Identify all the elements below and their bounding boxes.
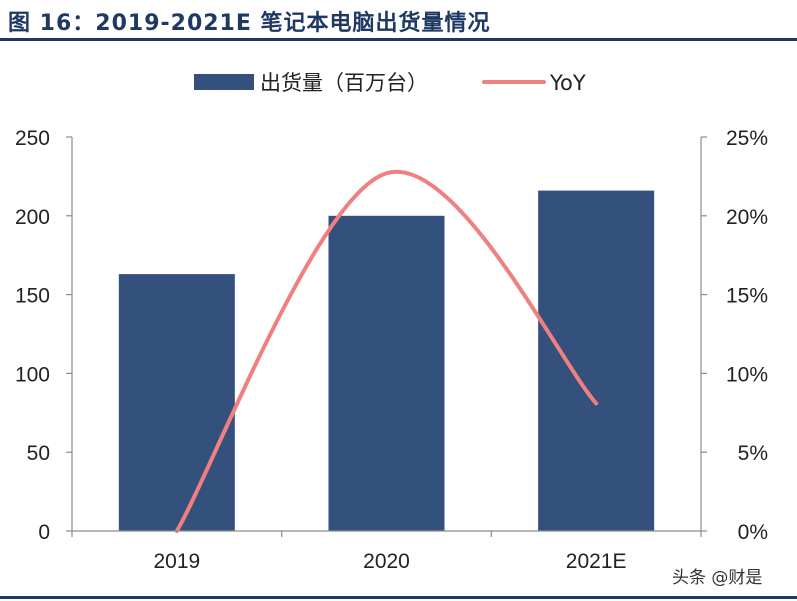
bar-2021E (538, 190, 655, 532)
x-tick-label-2019: 2019 (153, 550, 200, 573)
right-tick-label: 0% (738, 521, 768, 544)
left-tick-label: 200 (15, 206, 50, 229)
legend-line-label: YoY (549, 71, 586, 95)
right-tick-label: 5% (738, 442, 768, 465)
left-tick-label: 0 (38, 521, 50, 544)
right-tick-label: 20% (726, 206, 768, 229)
yoy-line (174, 169, 599, 533)
watermark: 头条 @财是 (672, 568, 763, 588)
x-tick-label-2020: 2020 (363, 550, 410, 573)
left-tick-label: 50 (27, 442, 50, 465)
right-tick-label: 10% (726, 363, 768, 386)
right-tick-label: 25% (726, 127, 768, 150)
figure-title: 图 16：2019-2021E 笔记本电脑出货量情况 (8, 11, 491, 36)
left-tick-label: 150 (15, 285, 50, 308)
legend-bar-label: 出货量（百万台） (260, 71, 428, 95)
bottom-rule (0, 596, 797, 599)
left-tick-label: 100 (15, 363, 50, 386)
legend: 出货量（百万台） YoY (194, 71, 586, 95)
right-tick-label: 15% (726, 285, 768, 308)
title-rule (0, 38, 797, 41)
bar-2020 (328, 215, 445, 532)
left-tick-label: 250 (15, 127, 50, 150)
x-tick-label-2021E: 2021E (566, 550, 627, 573)
bar-2019 (118, 274, 235, 531)
legend-bar-swatch (194, 74, 254, 90)
